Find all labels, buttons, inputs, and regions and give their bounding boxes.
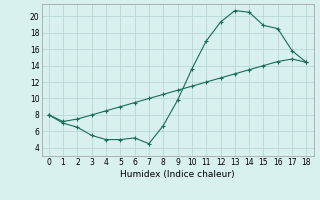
X-axis label: Humidex (Indice chaleur): Humidex (Indice chaleur) <box>120 170 235 179</box>
